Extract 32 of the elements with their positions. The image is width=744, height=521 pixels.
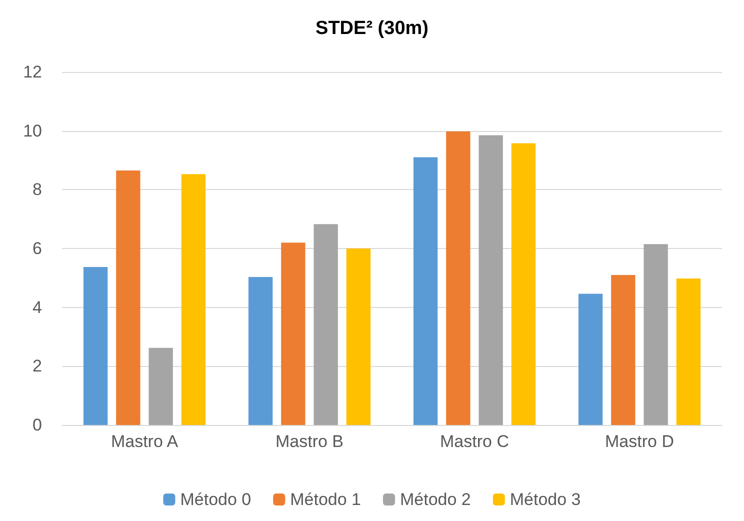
legend-label: Método 3 [510,490,581,509]
y-tick-label: 8 [32,180,42,200]
bar [116,170,140,425]
x-tick-label: Mastro D [605,432,674,451]
legend-label: Método 1 [290,490,362,509]
bar [148,348,173,425]
bar [413,157,438,425]
chart-title: STDE² (30m) [316,18,428,39]
bar [446,131,470,425]
y-tick-label: 4 [32,298,42,317]
bar [346,248,371,425]
x-tick-label: Mastro A [110,432,179,451]
x-tick-label: Mastro C [440,432,509,451]
y-tick-label: 6 [32,239,42,258]
bar [578,294,603,425]
bar [676,278,701,425]
x-tick-label: Mastro B [275,432,344,451]
bar [611,274,636,425]
bar [644,244,668,425]
legend-label: Método 2 [400,490,471,509]
bar [181,174,206,425]
bar [314,224,338,425]
bar [281,242,306,425]
bar [478,135,503,425]
y-tick-label: 0 [32,416,42,434]
y-tick-label: 2 [32,356,42,376]
y-tick-label: 12 [23,62,42,82]
bar [248,277,273,425]
legend-label: Método 0 [180,490,252,509]
bar [511,143,536,425]
y-tick-label: 10 [23,121,42,140]
bar [83,267,108,425]
